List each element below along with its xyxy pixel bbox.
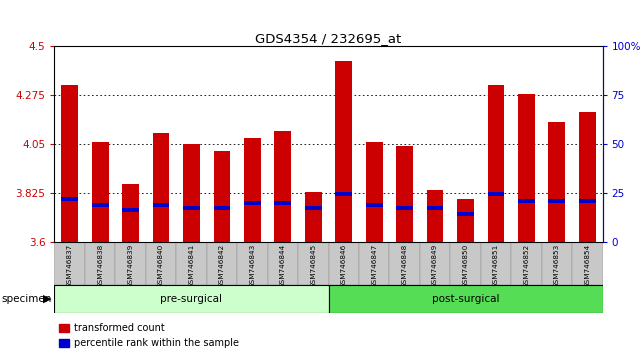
Text: GSM746843: GSM746843: [249, 244, 255, 288]
Bar: [122, 183, 139, 242]
Text: GSM746839: GSM746839: [128, 244, 133, 288]
Bar: [518, 94, 535, 242]
Bar: [518, 199, 535, 203]
Text: GSM746841: GSM746841: [188, 244, 194, 288]
Bar: [54, 242, 85, 285]
Bar: [579, 112, 595, 242]
Bar: [244, 138, 261, 242]
Text: GSM746838: GSM746838: [97, 244, 103, 288]
Bar: [305, 206, 322, 210]
Bar: [115, 242, 146, 285]
Bar: [366, 142, 383, 242]
Bar: [54, 285, 328, 313]
Bar: [328, 285, 603, 313]
Text: GSM746849: GSM746849: [432, 244, 438, 288]
Text: GSM746845: GSM746845: [310, 244, 316, 288]
Bar: [183, 206, 200, 210]
Bar: [481, 242, 511, 285]
Text: GSM746850: GSM746850: [463, 244, 469, 288]
Text: post-surgical: post-surgical: [432, 294, 499, 304]
Bar: [92, 204, 108, 207]
Bar: [92, 142, 108, 242]
Bar: [153, 133, 169, 242]
Bar: [267, 242, 298, 285]
Bar: [359, 242, 389, 285]
Bar: [488, 193, 504, 196]
Bar: [85, 242, 115, 285]
Bar: [366, 204, 383, 207]
Bar: [457, 199, 474, 242]
Legend: transformed count, percentile rank within the sample: transformed count, percentile rank withi…: [60, 324, 239, 348]
Text: GSM746854: GSM746854: [585, 244, 590, 288]
Bar: [274, 201, 291, 205]
Bar: [450, 242, 481, 285]
Bar: [153, 204, 169, 207]
Bar: [206, 242, 237, 285]
Text: GSM746846: GSM746846: [341, 244, 347, 288]
Text: specimen: specimen: [1, 294, 52, 304]
Text: GSM746840: GSM746840: [158, 244, 164, 288]
Bar: [542, 242, 572, 285]
Bar: [146, 242, 176, 285]
Text: GSM746853: GSM746853: [554, 244, 560, 288]
Text: GSM746842: GSM746842: [219, 244, 225, 288]
Text: GSM746837: GSM746837: [67, 244, 72, 288]
Bar: [328, 242, 359, 285]
Bar: [488, 85, 504, 242]
Bar: [579, 199, 595, 203]
Text: ▶: ▶: [42, 294, 51, 304]
Bar: [549, 199, 565, 203]
Bar: [427, 206, 444, 210]
Bar: [298, 242, 328, 285]
Bar: [396, 147, 413, 242]
Bar: [305, 192, 322, 242]
Text: GSM746851: GSM746851: [493, 244, 499, 288]
Text: GSM746844: GSM746844: [280, 244, 286, 288]
Bar: [396, 206, 413, 210]
Bar: [176, 242, 206, 285]
Bar: [237, 242, 268, 285]
Text: pre-surgical: pre-surgical: [160, 294, 222, 304]
Bar: [335, 193, 352, 196]
Bar: [549, 122, 565, 242]
Bar: [389, 242, 420, 285]
Bar: [213, 151, 230, 242]
Bar: [511, 242, 542, 285]
Bar: [213, 206, 230, 210]
Text: GSM746848: GSM746848: [402, 244, 408, 288]
Bar: [420, 242, 450, 285]
Title: GDS4354 / 232695_at: GDS4354 / 232695_at: [255, 32, 402, 45]
Bar: [122, 208, 139, 212]
Bar: [62, 197, 78, 201]
Bar: [427, 190, 444, 242]
Bar: [274, 131, 291, 242]
Bar: [62, 85, 78, 242]
Bar: [572, 242, 603, 285]
Text: GSM746852: GSM746852: [524, 244, 529, 288]
Bar: [244, 201, 261, 205]
Bar: [183, 144, 200, 242]
Text: GSM746847: GSM746847: [371, 244, 377, 288]
Bar: [457, 212, 474, 216]
Bar: [335, 61, 352, 242]
